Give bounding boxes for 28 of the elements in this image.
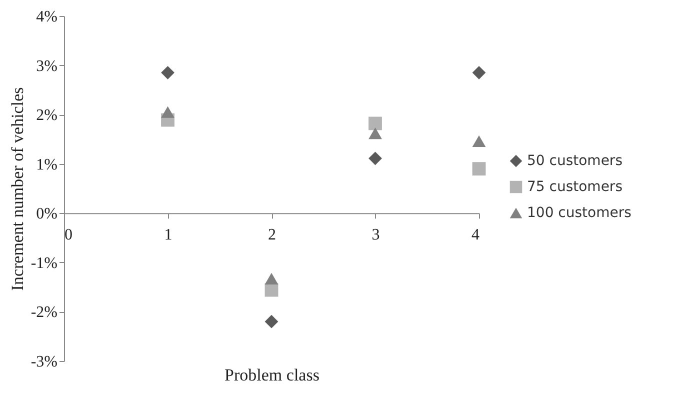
x-tick-label: 0	[64, 226, 72, 244]
x-tick-label: 4	[472, 226, 480, 244]
y-tick-label: 1%	[36, 156, 58, 174]
x-tick-label: 1	[164, 226, 172, 244]
point	[161, 106, 174, 118]
point	[161, 66, 174, 80]
legend-label: 100 customers	[527, 205, 632, 221]
x-tick-label: 3	[372, 226, 380, 244]
y-tick-label: 4%	[36, 8, 58, 26]
point	[472, 135, 486, 147]
x-tick-label: 2	[268, 226, 276, 244]
y-axis-title: Increment number of vehicles	[8, 87, 27, 291]
x-axis-title: Problem class	[224, 366, 320, 384]
y-tick-label: 0%	[36, 206, 58, 223]
point	[472, 162, 486, 176]
y-tick-label: -3%	[30, 354, 58, 370]
point	[472, 66, 486, 80]
point	[368, 127, 382, 140]
point	[264, 314, 278, 328]
point	[264, 272, 278, 284]
legend-label: 75 customers	[527, 179, 622, 195]
y-tick-label: 2%	[36, 107, 58, 124]
y-tick-label: 3%	[36, 58, 58, 75]
point	[368, 116, 382, 130]
point	[368, 152, 382, 166]
y-tick-label: -2%	[30, 304, 58, 322]
y-tick-label: -1%	[30, 254, 58, 272]
legend-label: 50 customers	[527, 153, 622, 169]
